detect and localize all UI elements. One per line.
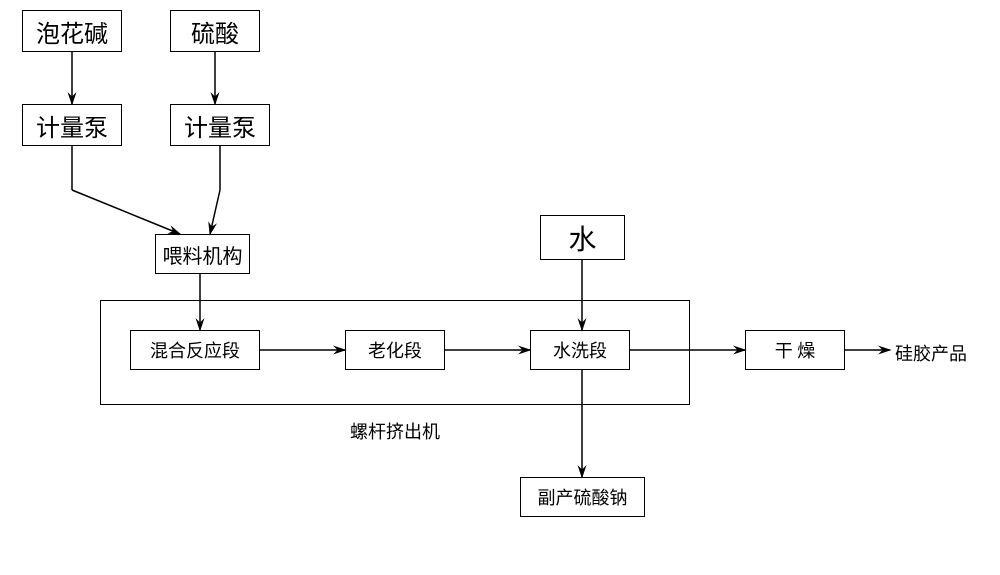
node-label: 混合反应段	[150, 337, 240, 363]
node-label: 干 燥	[775, 337, 816, 363]
node-input1: 泡花碱	[22, 10, 122, 52]
node-label: 泡花碱	[36, 14, 108, 49]
node-label: 副产硫酸钠	[538, 484, 628, 510]
node-byprod: 副产硫酸钠	[520, 477, 645, 517]
node-mix: 混合反应段	[130, 330, 260, 370]
node-pump1: 计量泵	[22, 104, 122, 146]
node-aging: 老化段	[345, 330, 445, 370]
node-label: 水洗段	[553, 337, 607, 363]
extruder-caption: 螺杆挤出机	[350, 418, 440, 444]
node-feeder: 喂料机构	[155, 234, 250, 274]
node-pump2: 计量泵	[170, 104, 270, 146]
node-label: 计量泵	[184, 108, 256, 143]
node-label: 计量泵	[36, 108, 108, 143]
node-wash: 水洗段	[530, 330, 630, 370]
node-label: 水	[568, 218, 596, 258]
node-label: 老化段	[368, 337, 422, 363]
node-label: 喂料机构	[163, 240, 243, 269]
product-label: 硅胶产品	[895, 340, 967, 366]
node-water: 水	[540, 215, 625, 260]
node-label: 硫酸	[191, 14, 239, 49]
node-dry: 干 燥	[745, 330, 845, 370]
arrows-layer	[0, 0, 1000, 575]
node-input2: 硫酸	[170, 10, 260, 52]
